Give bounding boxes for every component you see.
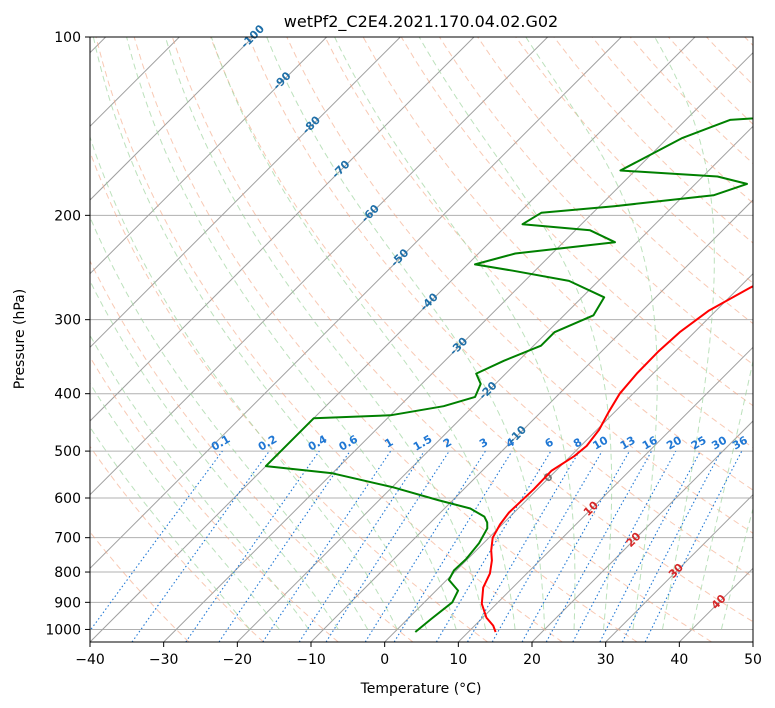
isotherm-line — [90, 37, 401, 349]
moist-adiabat — [210, 37, 516, 630]
y-tick-label: 600 — [54, 491, 81, 507]
moist-adiabat — [266, 37, 546, 630]
isotherm-line — [90, 37, 328, 275]
dewpoint-profile — [264, 117, 753, 633]
moist-adiabat — [92, 37, 428, 630]
x-tick-label: −40 — [75, 652, 105, 668]
x-tick-label: 0 — [380, 652, 389, 668]
moist-adiabat — [90, 426, 251, 630]
mixing-ratio-line — [131, 450, 270, 642]
background-lines — [90, 37, 753, 642]
x-tick-label: 20 — [523, 652, 541, 668]
isotherm-line — [384, 272, 753, 642]
mixing-ratio-line — [325, 450, 450, 642]
x-tick-label: −20 — [223, 652, 253, 668]
y-axis: 100 200 300 400 500 600 700 800 900 1000 — [45, 30, 90, 638]
dry-adiabat — [171, 37, 712, 642]
mixing-ratio-line — [90, 450, 223, 632]
y-tick-label: 500 — [54, 444, 81, 460]
mixing-ratio-line — [545, 450, 653, 642]
x-tick-label: −30 — [149, 652, 179, 668]
dry-adiabat — [324, 37, 753, 491]
y-axis-title: Pressure (hPa) — [12, 289, 28, 389]
moist-adiabat — [654, 37, 715, 630]
mixing-ratio-line — [218, 450, 351, 642]
moist-adiabat — [691, 358, 753, 630]
x-axis-title: Temperature (°C) — [360, 681, 482, 697]
moist-adiabat — [90, 279, 339, 630]
mixing-ratio-line — [644, 450, 743, 642]
plot-background — [90, 37, 753, 642]
moist-adiabat — [90, 215, 369, 630]
x-tick-label: 40 — [670, 652, 688, 668]
grid-layer — [90, 37, 753, 642]
isotherm-line — [236, 125, 753, 642]
moist-adiabat — [90, 135, 398, 630]
isotherm-line — [90, 37, 622, 570]
dry-adiabat — [90, 259, 414, 642]
moist-adiabat — [164, 37, 487, 630]
series-layer — [264, 117, 753, 633]
mixing-ratio-line — [521, 450, 630, 642]
y-tick-label: 400 — [54, 387, 81, 403]
dry-adiabat — [286, 37, 753, 534]
mixing-ratio-line — [262, 450, 392, 642]
y-tick-label: 800 — [54, 565, 81, 581]
mixing-ratio-line — [572, 450, 677, 642]
mixing-ratio-line — [393, 450, 513, 642]
isotherm-line — [457, 346, 753, 642]
isotherm-line — [90, 37, 475, 422]
y-tick-label: 200 — [54, 208, 81, 224]
moist-adiabat — [418, 37, 613, 630]
mixing-ratio-line — [185, 450, 320, 642]
dry-adiabat — [90, 356, 339, 642]
isotherm-line — [531, 420, 753, 642]
x-axis: −40 −30 −20 −10 0 10 20 30 40 50 — [75, 642, 762, 668]
plot-frame — [89, 36, 754, 643]
dry-adiabat — [90, 445, 264, 642]
dry-adiabat — [248, 37, 753, 578]
x-tick-label: 10 — [449, 652, 467, 668]
y-tick-label: 700 — [54, 531, 81, 547]
dry-adiabat — [515, 37, 753, 284]
moist-adiabat — [720, 506, 753, 630]
isotherm-line — [163, 51, 753, 642]
y-tick-label: 1000 — [45, 622, 81, 638]
x-tick-label: −10 — [296, 652, 326, 668]
isotherm-line — [90, 37, 254, 201]
mixing-ratio-line — [298, 450, 425, 642]
isotherm-line — [90, 37, 696, 642]
chart-title: wetPf2_C2E4.2021.170.04.02.G02 — [284, 12, 558, 32]
temperature-profile — [480, 285, 753, 633]
moist-adiabat — [126, 37, 457, 630]
isotherm-line — [605, 493, 753, 642]
moist-adiabat — [90, 334, 310, 630]
y-tick-label: 300 — [54, 313, 81, 329]
moist-adiabat — [525, 37, 658, 630]
x-tick-label: 50 — [744, 652, 762, 668]
y-tick-label: 100 — [54, 30, 81, 46]
isotherm-line — [90, 37, 549, 496]
dry-adiabat — [210, 37, 753, 623]
y-tick-label: 900 — [54, 595, 81, 611]
moist-adiabat — [90, 382, 280, 630]
dry-adiabat — [95, 37, 563, 642]
x-tick-label: 30 — [597, 652, 615, 668]
